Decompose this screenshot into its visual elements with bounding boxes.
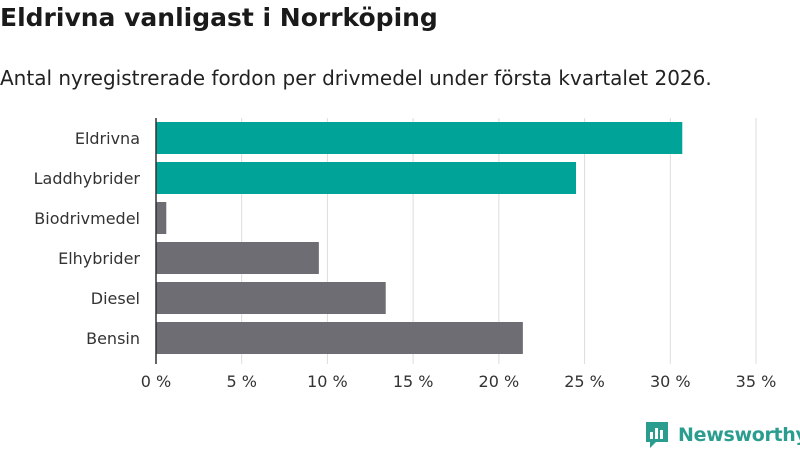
x-tick-label: 5 % [226, 372, 256, 391]
chart-title: Eldrivna vanligast i Norrköping [0, 3, 438, 32]
category-label: Biodrivmedel [34, 209, 140, 228]
x-tick-label: 0 % [141, 372, 171, 391]
category-label: Laddhybrider [34, 169, 141, 188]
x-tick-label: 20 % [479, 372, 520, 391]
bar-biodrivmedel [156, 202, 167, 234]
x-tick-label: 10 % [307, 372, 348, 391]
chart-subtitle: Antal nyregistrerade fordon per drivmede… [0, 66, 712, 90]
bar-bensin [156, 322, 523, 354]
newsworthy-icon [646, 422, 668, 448]
category-label: Diesel [91, 289, 140, 308]
bar-elhybrider [156, 242, 319, 274]
x-tick-label: 30 % [650, 372, 691, 391]
newsworthy-logo: Newsworthy [644, 420, 800, 450]
bar-diesel [156, 282, 386, 314]
bar-eldrivna [156, 122, 683, 154]
category-label: Bensin [86, 329, 140, 348]
brand-name: Newsworthy [678, 424, 800, 446]
category-label: Eldrivna [75, 129, 140, 148]
x-tick-label: 35 % [736, 372, 777, 391]
x-tick-label: 15 % [393, 372, 434, 391]
bar-laddhybrider [156, 162, 576, 194]
category-label: Elhybrider [58, 249, 140, 268]
x-tick-label: 25 % [564, 372, 605, 391]
